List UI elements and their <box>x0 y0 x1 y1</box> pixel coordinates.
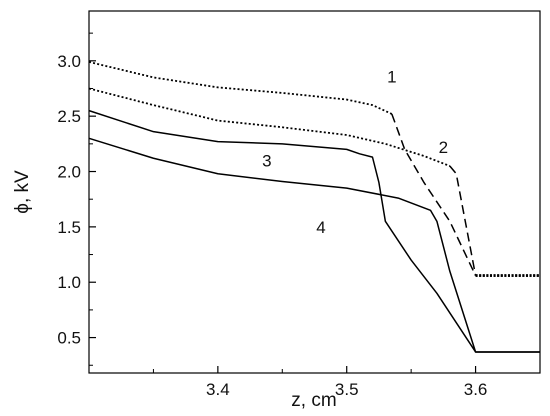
series-lines <box>88 61 540 353</box>
y-tick-label: 3.0 <box>57 52 81 71</box>
series-1-dotted <box>88 61 393 115</box>
x-tick-label: 3.5 <box>335 380 359 399</box>
series-2-label: 2 <box>439 138 448 157</box>
series-1-label: 1 <box>387 67 396 86</box>
y-tick-label: 2.5 <box>57 107 81 126</box>
series-4-label: 4 <box>316 218 325 237</box>
series-4-line <box>88 137 540 353</box>
tick-labels: 3.4 3.5 3.6 0.5 1.0 1.5 2.0 2.5 3.0 <box>57 52 487 399</box>
series-2-dashed <box>449 165 477 276</box>
series-3-label: 3 <box>262 151 271 170</box>
series-1-dashed <box>391 113 477 276</box>
plot-frame <box>88 10 541 374</box>
x-tick-label: 3.4 <box>206 380 230 399</box>
ticks <box>89 32 477 373</box>
series-labels: 1 2 3 4 <box>262 67 448 237</box>
x-tick-label: 3.6 <box>464 380 488 399</box>
y-tick-label: 0.5 <box>57 329 81 348</box>
y-tick-label: 1.0 <box>57 273 81 292</box>
y-tick-label: 1.5 <box>57 218 81 237</box>
series-2-dotted <box>88 87 451 167</box>
y-tick-label: 2.0 <box>57 163 81 182</box>
series-3-line <box>88 109 540 353</box>
x-axis-title: z, cm <box>291 390 336 411</box>
y-axis-title: ϕ, kV <box>12 170 33 214</box>
